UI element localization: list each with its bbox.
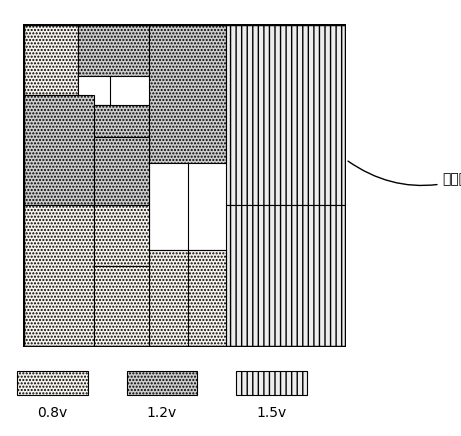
Bar (226, 24, 346, 204)
Bar (236, 371, 307, 395)
Bar (94, 204, 149, 266)
Bar (149, 250, 226, 347)
Bar (23, 95, 94, 204)
Text: 1.5v: 1.5v (257, 405, 287, 420)
Bar (23, 204, 94, 347)
Bar (78, 75, 110, 105)
Bar (23, 24, 78, 95)
Text: 0.8v: 0.8v (37, 405, 67, 420)
Bar (94, 266, 149, 347)
Bar (78, 24, 149, 75)
Bar (226, 204, 346, 347)
Bar (78, 105, 149, 137)
Text: 电路宏模块: 电路宏模块 (348, 161, 461, 186)
Text: 1.2v: 1.2v (147, 405, 177, 420)
Bar (149, 163, 188, 250)
Bar (127, 371, 197, 395)
Bar (94, 137, 149, 204)
Bar (17, 371, 88, 395)
Bar (149, 24, 226, 163)
Bar (188, 250, 226, 347)
